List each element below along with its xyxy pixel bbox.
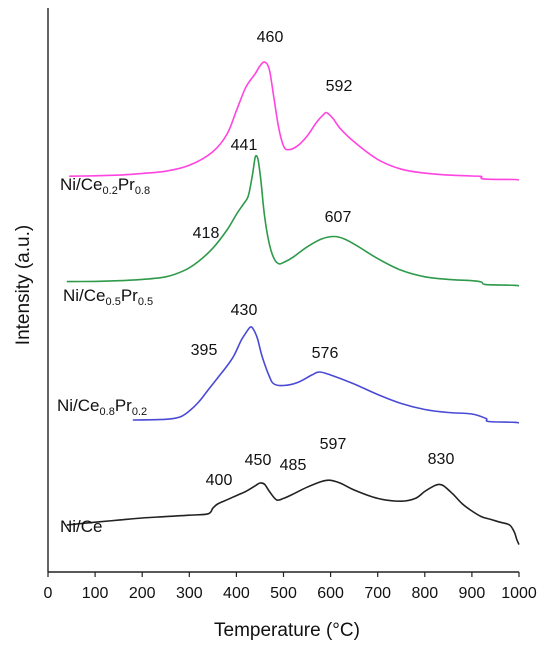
x-tick-label: 200 xyxy=(129,585,156,602)
series-label: Ni/Ce0.2Pr0.8 xyxy=(60,175,150,197)
peak-label: 430 xyxy=(231,302,258,319)
peak-label: 592 xyxy=(326,78,353,95)
x-tick-label: 300 xyxy=(176,585,203,602)
x-tick-label: 0 xyxy=(44,585,53,602)
x-axis-label: Temperature (°C) xyxy=(214,620,360,641)
series-labels: Ni/Ce0.2Pr0.8 Ni/Ce0.5Pr0.5 Ni/Ce0.8Pr0.2 N… xyxy=(57,175,153,536)
peak-label: 607 xyxy=(325,209,352,226)
x-tick-label: 800 xyxy=(411,585,438,602)
peak-label: 830 xyxy=(428,451,455,468)
peak-label: 576 xyxy=(312,345,339,362)
x-tick-label: 1000 xyxy=(501,585,537,602)
axes xyxy=(47,8,519,573)
series-curves xyxy=(66,61,520,545)
peak-label: 395 xyxy=(191,342,218,359)
x-tick-label: 600 xyxy=(317,585,344,602)
peak-label: 441 xyxy=(231,137,258,154)
x-tick-label: 100 xyxy=(82,585,109,602)
series-label: Ni/Ce0.8Pr0.2 xyxy=(57,396,147,418)
peak-label: 460 xyxy=(257,29,284,46)
x-tick-label: 500 xyxy=(270,585,297,602)
series-label: Ni/Ce xyxy=(60,517,103,536)
x-axis-ticks: 0 100 200 300 400 500 600 700 800 900 1000 xyxy=(44,572,537,602)
peak-label: 485 xyxy=(280,457,307,474)
y-axis-label: Intensity (a.u.) xyxy=(13,225,34,345)
series-line xyxy=(69,61,520,181)
peak-label: 450 xyxy=(245,452,272,469)
series-label: Ni/Ce0.5Pr0.5 xyxy=(63,286,153,308)
x-tick-label: 400 xyxy=(223,585,250,602)
peak-label: 400 xyxy=(206,472,233,489)
x-tick-label: 700 xyxy=(364,585,391,602)
x-tick-label: 900 xyxy=(459,585,486,602)
series-line xyxy=(66,479,520,545)
peak-labels: 460 592 418 441 607 395 430 576 400 450 485 597 830 xyxy=(191,29,455,489)
peak-label: 597 xyxy=(320,436,347,453)
peak-label: 418 xyxy=(193,225,220,242)
series-line xyxy=(132,326,520,424)
series-line xyxy=(66,154,520,287)
